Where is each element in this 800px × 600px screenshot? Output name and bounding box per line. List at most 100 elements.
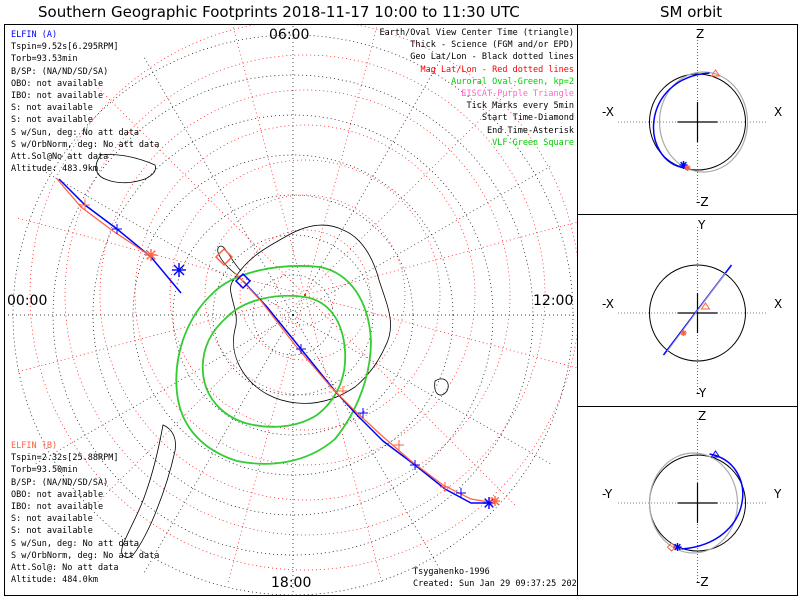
mag-meridian [304,294,518,508]
time-label-bottom: 18:00 [271,575,312,591]
orbit-end-asterisk [674,543,681,551]
time-label-left: 00:00 [7,293,48,309]
elfin-b-end-asterisk [490,496,500,506]
geo-meridian [142,55,294,316]
elfin-a-end-asterisk [173,264,185,276]
created-label: Created: Sun Jan 29 09:37:25 2023 [413,579,579,589]
legend-entry: VLF-Green Square [492,137,574,148]
orbit-path-hidden [648,452,739,554]
orbit-plot [618,419,767,583]
map-legend: Earth/Oval View Center Time (triangle) T… [380,27,574,149]
footprint-map-panel: ELFIN (A) Tspin=9.52s[6.295RPM] Torb=93.… [4,24,579,596]
auroral-oval-inner [201,294,347,428]
probe-a-line: Att.Sol@No att data [11,152,109,163]
orbit-panel-yz: Z -Z -Y Y [577,406,798,596]
probe-a-line: S w/Sun, deg: No att data [11,127,139,138]
earth-circle [649,264,746,362]
probe-a-line: S: not available [11,115,93,126]
elfin-a-orbit [652,72,710,169]
orbit-panel-xy: Y -Y -X X [577,214,798,408]
probe-a-line: IBO: not available [11,91,104,102]
orbit-path-hidden [658,71,749,173]
mag-lat-circle [99,89,511,501]
axis-label-right: X [774,105,783,119]
legend-entry: Start Time-Diamond [481,113,574,124]
mag-meridian [232,25,306,296]
footprint-map [5,25,578,595]
orbit-title: SM orbit [660,3,723,21]
legend-entry: Tick Marks every 5min [466,101,574,112]
probe-b-line: Torb=93.50min [11,465,78,476]
probe-b-info: ELFIN (B) Tspin=2.32s[25.88RPM] Torb=93.… [11,440,159,586]
elfin-b-track-upper [56,178,150,256]
legend-entry: Thick - Science (FGM and/or EPD) [410,40,574,51]
mag-meridian [15,217,306,296]
orbit-triangle [710,69,721,77]
probe-b-line: IBO: not available [11,502,104,513]
geo-meridian [292,164,553,316]
africa-outline [95,154,156,184]
legend-entry: Mag Lat/Lon - Red dotted lines [420,64,574,75]
elfin-a-end-asterisk [484,498,494,508]
orbit-end-asterisk [680,161,687,169]
page-title: Southern Geographic Footprints 2018-11-1… [38,3,520,21]
probe-a-line: Altitude: 483.9km [11,164,98,175]
orbit-plot [618,37,767,203]
probe-a-name: ELFIN (A) [11,30,58,40]
mag-lat-circle [169,159,441,431]
orbit-path-hidden [667,272,726,352]
orbit-plot [618,227,767,395]
probe-a-line: B/SP: (NA/ND/SD/SA) [11,66,109,77]
mag-lat-circle [204,194,406,396]
probe-a-line: S: not available [11,103,93,114]
axis-label-right: X [774,297,783,311]
model-label: Tsyganenko-1996 [413,567,490,577]
probe-b-line: B/SP: (NA/ND/SD/SA) [11,477,109,488]
axis-label-top: Z [696,27,705,41]
axis-label-bottom: -Z [696,195,709,209]
peninsula-outline [217,245,242,276]
probe-b-line: S: not available [11,514,93,525]
probe-b-line: Altitude: 484.0km [11,575,98,586]
mag-meridian [15,294,306,373]
auroral-oval-outer [175,265,372,465]
mag-lat-circle [239,229,371,361]
orbit-end-asterisk [680,330,687,336]
new-zealand-outline [434,378,449,396]
probe-b-line: Att.Sol@: No att data [11,563,119,574]
legend-entry: EISCAT-Purple Triangle [461,89,574,100]
time-label-right: 12:00 [533,293,574,309]
axis-label-bottom: -Z [696,575,709,589]
axis-label-top: Y [698,218,706,232]
axis-label-top: Z [698,409,707,423]
time-label-top: 06:00 [269,27,310,43]
probe-a-line: OBO: not available [11,78,104,89]
probe-b-line: Tspin=2.32s[25.88RPM] [11,453,119,464]
legend-entry: Auroral Oval-Green, kp=2 [451,76,574,87]
probe-b-line: S w/Sun, deg: No att data [11,538,139,549]
legend-entry: Geo Lat/Lon - Black dotted lines [410,52,574,63]
probe-b-line: S: not available [11,526,93,537]
probe-a-line: Tspin=9.52s[6.295RPM] [11,42,119,53]
orbit-start-diamond [666,542,677,552]
axis-label-bottom: -Y [696,386,707,400]
geo-meridian [292,314,444,575]
orbit-panel-xz: Z -Z -X X [577,24,798,216]
axis-label-right: Y [774,487,782,501]
probe-a-line: Torb=93.53min [11,54,78,65]
probe-a-info: ELFIN (A) Tspin=9.52s[6.295RPM] Torb=93.… [11,29,159,175]
axis-label-left: -X [602,297,614,311]
orbit-end-asterisk [684,165,691,171]
elfin-b-start-diamond [214,247,234,267]
probe-b-name: ELFIN (B) [11,441,58,451]
elfin-a-track [242,280,489,504]
axis-label-left: -X [602,105,614,119]
probe-b-line: S w/OrbNorm, deg: No att data [11,550,160,561]
geo-meridian [142,314,294,575]
axis-label-left: -Y [602,487,613,501]
mag-lat-circle [274,264,336,326]
legend-entry: Earth/Oval View Center Time (triangle) [379,28,574,38]
mag-meridian [304,25,378,296]
legend-entry: End Time-Asterisk [487,125,574,136]
probe-b-line: OBO: not available [11,489,104,500]
